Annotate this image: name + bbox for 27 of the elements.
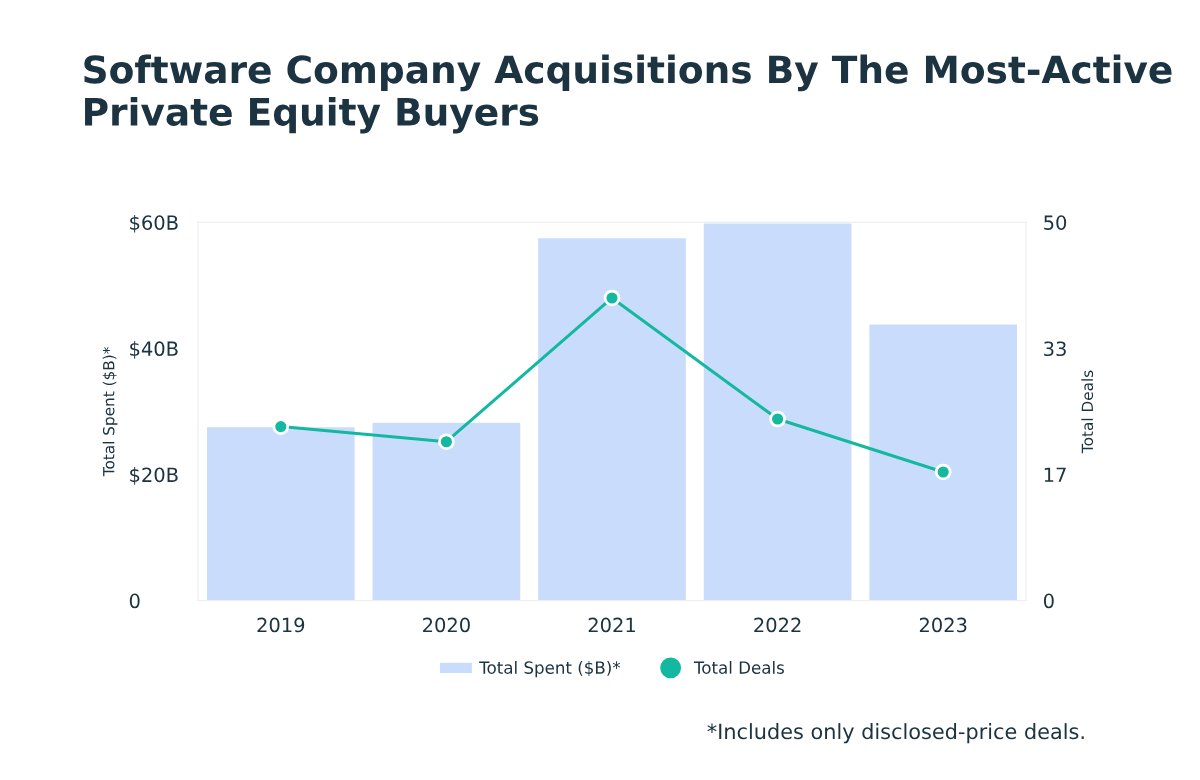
bar [867, 323, 1019, 601]
point [934, 463, 952, 481]
y2-axis-title: Total Deals [1081, 370, 1094, 454]
x-tick-label: 2019 [257, 617, 305, 633]
x-tick-label: 2020 [423, 617, 470, 633]
y-axis-title: Total Spent ($B)* [102, 347, 118, 477]
x-tick-label: 2023 [919, 617, 967, 633]
y-tick-label: $20B [130, 467, 178, 485]
y-tick-label: 0 [129, 593, 140, 609]
point [603, 289, 621, 307]
x-tick-label: 2022 [754, 617, 801, 633]
legend-label: Total Deals [693, 661, 784, 674]
text: *Includes only disclosed-price deals. [707, 723, 1084, 744]
y-tick-label: $60B [130, 214, 178, 233]
y2-tick-label: 50 [1044, 215, 1067, 230]
y2-tick-label: 33 [1044, 341, 1066, 357]
y2-tick-label: 17 [1044, 467, 1066, 482]
bar [536, 236, 688, 601]
bar [371, 421, 522, 601]
legend-label: Total Spent ($B)* [479, 661, 621, 678]
chart-title: Software Company Acquisitions By The Most-Active Private Equity Buyers [84, 54, 1172, 134]
y2-tick-label: 0 [1043, 593, 1054, 609]
point [769, 410, 786, 428]
x-tick-label: 2021 [588, 617, 635, 633]
bar [702, 222, 853, 601]
point [438, 433, 455, 451]
y-tick-label: $40B [130, 341, 178, 359]
